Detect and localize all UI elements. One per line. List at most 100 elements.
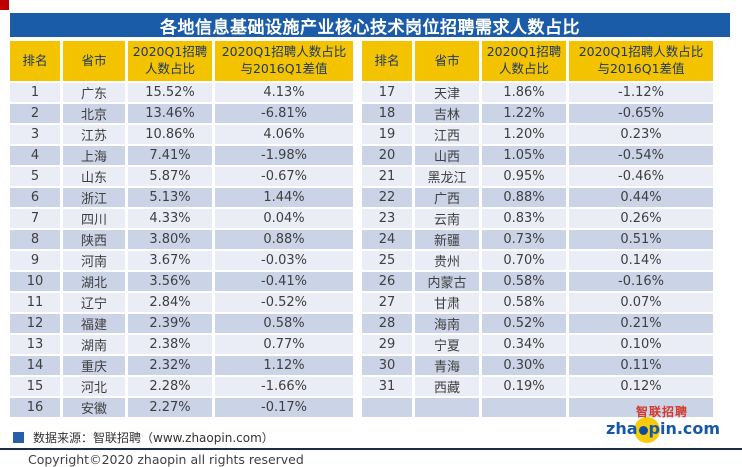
cell-diff: 0.44%: [569, 188, 713, 208]
cell-province: 宁夏: [415, 335, 479, 355]
table-row: [362, 398, 713, 417]
table-body-left: 1 广东 15.52% 4.13% 2 北京 13.46% -6.81% 3 江苏 10.86% 4.…: [10, 83, 353, 417]
cell-diff: 4.13%: [215, 83, 353, 102]
cell-diff: 0.11%: [569, 356, 713, 376]
cell-rank: 9: [10, 251, 60, 270]
table-row: 27 甘肃 0.58% 0.07%: [362, 293, 713, 313]
cell-diff: -1.98%: [215, 146, 353, 165]
cell-rank: 19: [362, 125, 412, 145]
cell-province: 海南: [415, 314, 479, 334]
cell-province: 天津: [415, 83, 479, 103]
logo-domain-right: pin.com: [648, 419, 721, 438]
table-row: 1 广东 15.52% 4.13%: [10, 83, 353, 102]
cell-diff: -0.65%: [569, 104, 713, 124]
cell-province: 青海: [415, 356, 479, 376]
cell-diff: 0.77%: [215, 335, 353, 354]
cell-rank: 21: [362, 167, 412, 187]
cell-diff: -0.67%: [215, 167, 353, 186]
cell-province: 山西: [415, 146, 479, 166]
cell-diff: -0.54%: [569, 146, 713, 166]
cell-province: 云南: [415, 209, 479, 229]
cell-diff: 0.51%: [569, 230, 713, 250]
header-rank: 排名: [10, 41, 60, 81]
header-province: 省市: [415, 41, 479, 81]
cell-province: 贵州: [415, 251, 479, 271]
cell-share: 13.46%: [128, 104, 212, 123]
cell-diff: 0.23%: [569, 125, 713, 145]
cell-province: 广东: [63, 83, 125, 102]
cell-diff: 0.14%: [569, 251, 713, 271]
cell-rank: [362, 398, 412, 417]
cell-province: 甘肃: [415, 293, 479, 313]
table-row: 7 四川 4.33% 0.04%: [10, 209, 353, 228]
cell-share: 2.39%: [128, 314, 212, 333]
cell-share: 0.30%: [482, 356, 566, 376]
cell-province: 西藏: [415, 377, 479, 397]
cell-diff: 4.06%: [215, 125, 353, 144]
cell-province: 安徽: [63, 398, 125, 417]
cell-diff: 0.58%: [215, 314, 353, 333]
cell-diff: 0.88%: [215, 230, 353, 249]
cell-province: 陕西: [63, 230, 125, 249]
cell-share: 0.19%: [482, 377, 566, 397]
cell-share: 5.13%: [128, 188, 212, 207]
table-row: 2 北京 13.46% -6.81%: [10, 104, 353, 123]
cell-share: 2.27%: [128, 398, 212, 417]
cell-rank: 31: [362, 377, 412, 397]
cell-province: 广西: [415, 188, 479, 208]
cell-province: 新疆: [415, 230, 479, 250]
cell-share: 2.32%: [128, 356, 212, 375]
table-row: 24 新疆 0.73% 0.51%: [362, 230, 713, 250]
cell-rank: 16: [10, 398, 60, 417]
cell-rank: 1: [10, 83, 60, 102]
table-row: 20 山西 1.05% -0.54%: [362, 146, 713, 166]
table-row: 8 陕西 3.80% 0.88%: [10, 230, 353, 249]
cell-rank: 11: [10, 293, 60, 312]
cell-rank: 4: [10, 146, 60, 165]
table-row: 21 黑龙江 0.95% -0.46%: [362, 167, 713, 187]
cell-share: 3.80%: [128, 230, 212, 249]
table-row: 25 贵州 0.70% 0.14%: [362, 251, 713, 271]
cell-province: 黑龙江: [415, 167, 479, 187]
cell-diff: -0.46%: [569, 167, 713, 187]
cell-rank: 3: [10, 125, 60, 144]
cell-share: 3.56%: [128, 272, 212, 291]
cell-province: 山东: [63, 167, 125, 186]
logo-domain-text: zha pin.com: [606, 419, 720, 438]
cell-diff: -0.03%: [215, 251, 353, 270]
header-province: 省市: [63, 41, 125, 81]
table-row: 23 云南 0.83% 0.26%: [362, 209, 713, 229]
cell-province: 河南: [63, 251, 125, 270]
cell-province: 浙江: [63, 188, 125, 207]
cell-diff: -0.16%: [569, 272, 713, 292]
cell-diff: -6.81%: [215, 104, 353, 123]
cell-rank: 26: [362, 272, 412, 292]
header-diff: 2020Q1招聘人数占比 与2016Q1差值: [569, 41, 713, 81]
cell-rank: 20: [362, 146, 412, 166]
table-ranks-17-31: 排名 省市 2020Q1招聘 人数占比 2020Q1招聘人数占比 与2016Q1…: [359, 39, 716, 419]
cell-province: [415, 398, 479, 417]
cell-share: 1.22%: [482, 104, 566, 124]
cell-share: 4.33%: [128, 209, 212, 228]
footer-divider-line: [0, 448, 742, 450]
table-header-left: 排名 省市 2020Q1招聘 人数占比 2020Q1招聘人数占比 与2016Q1…: [10, 41, 353, 81]
table-row: 22 广西 0.88% 0.44%: [362, 188, 713, 208]
cell-rank: 18: [362, 104, 412, 124]
cell-share: 5.87%: [128, 167, 212, 186]
logo-chinese-text: 智联招聘: [636, 405, 689, 419]
title-bar: 各地信息基础设施产业核心技术岗位招聘需求人数占比: [10, 13, 730, 38]
table-body-right: 17 天津 1.86% -1.12% 18 吉林 1.22% -0.65% 19 江西 1.20% 0…: [362, 83, 713, 417]
cell-share: 0.34%: [482, 335, 566, 355]
cell-share: 0.83%: [482, 209, 566, 229]
cell-diff: 0.21%: [569, 314, 713, 334]
cell-province: 辽宁: [63, 293, 125, 312]
table-row: 15 河北 2.28% -1.66%: [10, 377, 353, 396]
cell-rank: 30: [362, 356, 412, 376]
cell-rank: 5: [10, 167, 60, 186]
cell-diff: 0.07%: [569, 293, 713, 313]
cell-diff: -1.66%: [215, 377, 353, 396]
cell-province: 内蒙古: [415, 272, 479, 292]
table-row: 18 吉林 1.22% -0.65%: [362, 104, 713, 124]
table-row: 30 青海 0.30% 0.11%: [362, 356, 713, 376]
cell-province: 江西: [415, 125, 479, 145]
